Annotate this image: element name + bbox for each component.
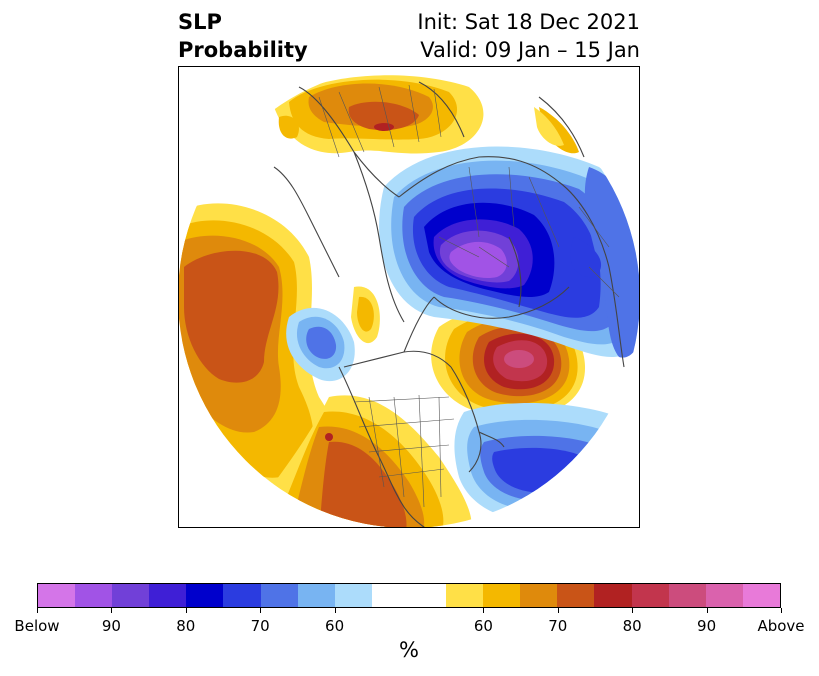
forecast-info: Init: Sat 18 Dec 2021 Valid: 09 Jan – 15… bbox=[417, 8, 640, 64]
colorbar-segment bbox=[297, 584, 335, 607]
colorbar-tick bbox=[111, 608, 112, 613]
title-product: Probability bbox=[178, 38, 308, 62]
colorbar-tick-label: Below bbox=[14, 617, 60, 635]
colorbar bbox=[37, 583, 781, 608]
init-time: Init: Sat 18 Dec 2021 bbox=[417, 10, 640, 34]
chart-title: SLP Probability bbox=[178, 8, 308, 64]
colorbar-tick bbox=[707, 608, 708, 613]
colorbar-segment bbox=[668, 584, 706, 607]
colorbar-tick-label: 60 bbox=[325, 617, 345, 635]
colorbar-segment bbox=[408, 584, 447, 607]
colorbar-segment bbox=[334, 584, 372, 607]
colorbar-tick bbox=[781, 608, 782, 613]
colorbar-segment bbox=[223, 584, 261, 607]
colorbar-tick-label: 70 bbox=[250, 617, 270, 635]
colorbar-tick bbox=[632, 608, 633, 613]
colorbar-unit: % bbox=[399, 638, 419, 662]
colorbar-segment bbox=[742, 584, 780, 607]
colorbar-segment bbox=[260, 584, 298, 607]
colorbar-segment bbox=[112, 584, 150, 607]
colorbar-tick-label: 60 bbox=[473, 617, 493, 635]
colorbar-segment bbox=[446, 584, 484, 607]
colorbar-segment bbox=[38, 584, 76, 607]
title-variable: SLP bbox=[178, 10, 222, 34]
colorbar-segment bbox=[594, 584, 632, 607]
colorbar-segment bbox=[149, 584, 187, 607]
colorbar-segment bbox=[483, 584, 521, 607]
colorbar-segment bbox=[371, 584, 409, 607]
colorbar-tick bbox=[37, 608, 38, 613]
colorbar-tick-label: 90 bbox=[697, 617, 717, 635]
colorbar-segment bbox=[631, 584, 669, 607]
colorbar-tick-label: Above bbox=[757, 617, 805, 635]
borders bbox=[318, 84, 620, 508]
colorbar-segment bbox=[186, 584, 224, 607]
colorbar-segment bbox=[705, 584, 743, 607]
colorbar-segment bbox=[520, 584, 558, 607]
colorbar-tick bbox=[186, 608, 187, 613]
probability-field bbox=[179, 67, 639, 527]
europe-high-probability bbox=[274, 75, 579, 344]
colorbar-tick-label: 80 bbox=[176, 617, 196, 635]
colorbar-tick-label: 90 bbox=[101, 617, 121, 635]
valid-range: Valid: 09 Jan – 15 Jan bbox=[420, 38, 640, 62]
polar-map bbox=[178, 66, 640, 528]
colorbar-segment bbox=[75, 584, 113, 607]
coastlines bbox=[273, 81, 625, 527]
colorbar-tick bbox=[335, 608, 336, 613]
colorbar-segment bbox=[557, 584, 595, 607]
colorbar-tick bbox=[483, 608, 484, 613]
colorbar-tick-label: 70 bbox=[548, 617, 568, 635]
colorbar-tick-label: 80 bbox=[622, 617, 642, 635]
colorbar-tick bbox=[260, 608, 261, 613]
colorbar-tick bbox=[558, 608, 559, 613]
